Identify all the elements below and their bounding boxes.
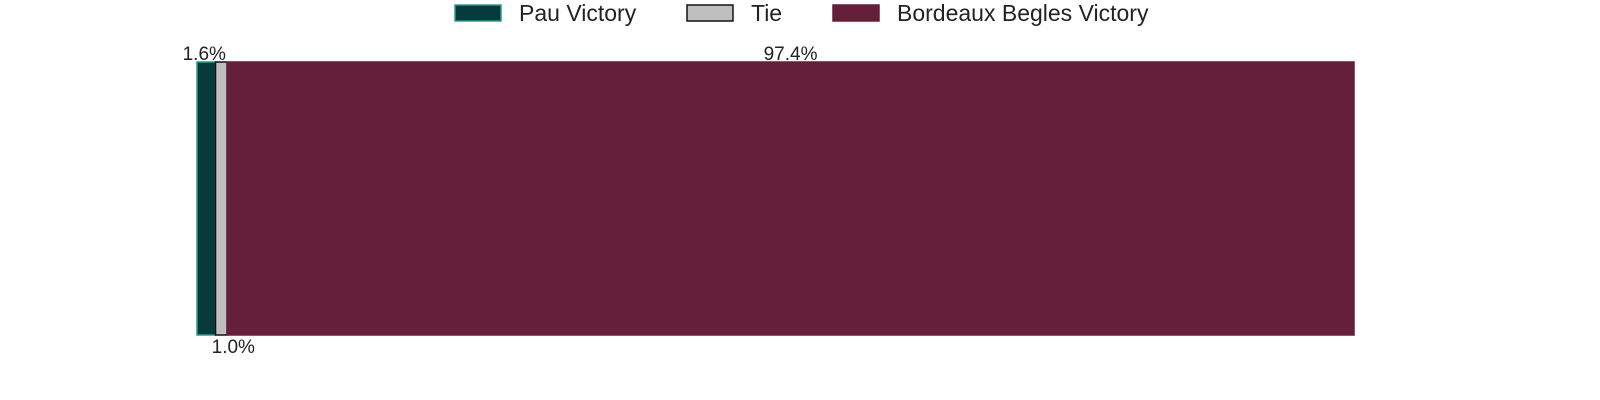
bar-segment-pau-victory [196, 61, 217, 336]
data-labels: 1.6% 1.0% 97.4% [183, 44, 818, 358]
bar-segment-tie [214, 61, 228, 336]
legend-label-tie: Tie [751, 0, 782, 26]
stacked-bar [196, 61, 1355, 336]
legend-label-bordeaux-begles-victory: Bordeaux Begles Victory [897, 0, 1149, 26]
data-label-tie: 1.0% [212, 337, 255, 358]
data-label-bordeaux-begles-victory: 97.4% [764, 44, 818, 65]
legend: Pau Victory Tie Bordeaux Begles Victory [454, 0, 1149, 26]
legend-swatch-pau-victory [454, 4, 502, 22]
legend-swatch-bordeaux-begles-victory [832, 4, 880, 22]
bar-segment-bordeaux-begles-victory [226, 61, 1355, 336]
data-label-pau-victory: 1.6% [183, 44, 226, 65]
legend-label-pau-victory: Pau Victory [519, 0, 637, 26]
legend-swatch-tie [686, 4, 734, 22]
